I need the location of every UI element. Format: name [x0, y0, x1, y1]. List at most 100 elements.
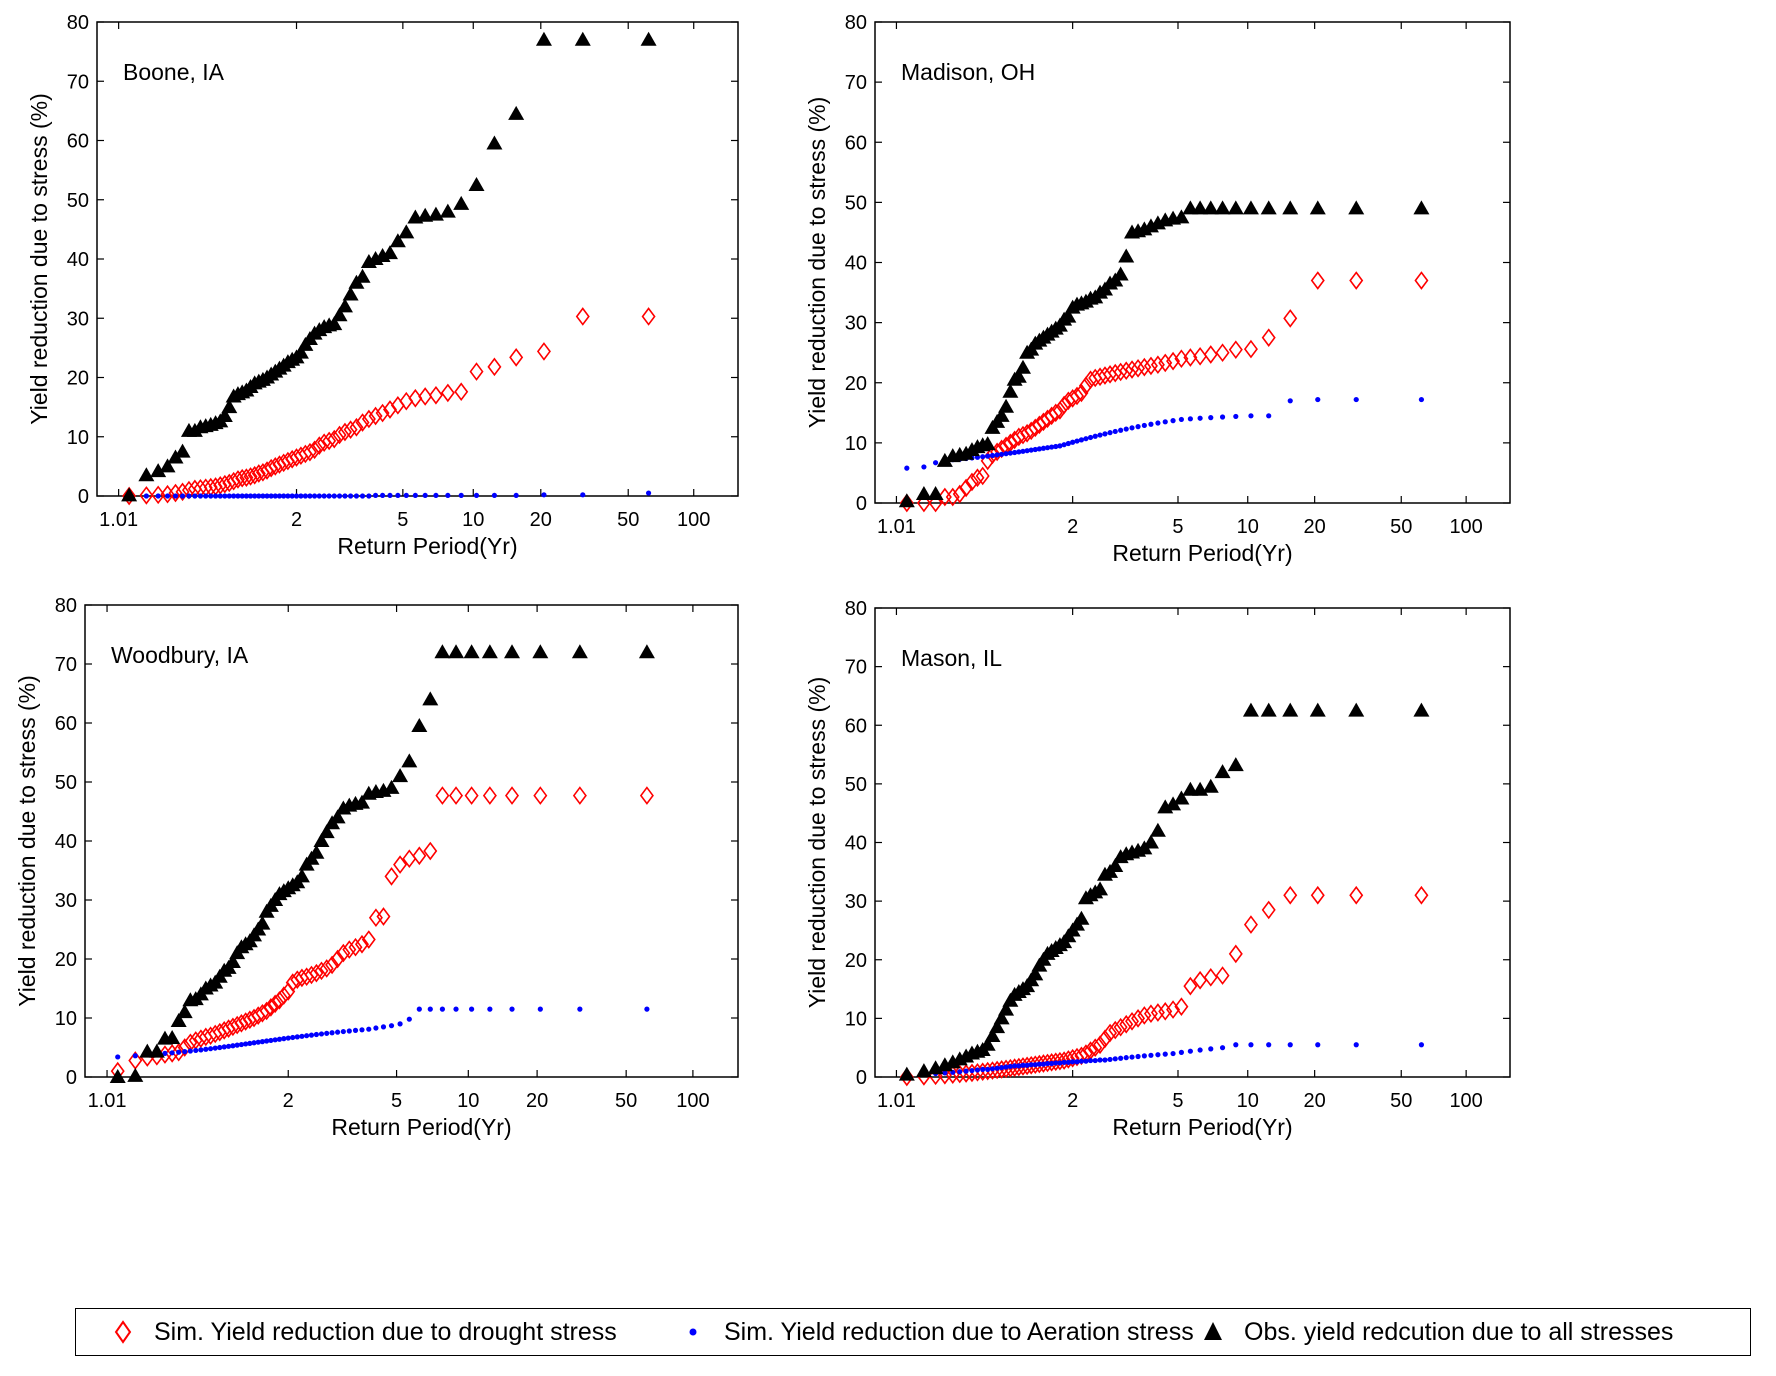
- point-drought: [1078, 376, 1093, 396]
- point-aeration: [1353, 1042, 1359, 1048]
- point-drought: [168, 483, 183, 503]
- point-aeration: [395, 492, 401, 499]
- point-aeration: [980, 454, 986, 460]
- series-observed: [121, 31, 657, 502]
- point-aeration: [994, 452, 1000, 458]
- point-drought: [304, 965, 319, 985]
- point-drought: [959, 478, 974, 498]
- site-label: Mason, IL: [901, 645, 1002, 671]
- point-aeration: [1187, 1048, 1193, 1054]
- y-axis-label: Yield reduction due to stress (%): [804, 97, 830, 429]
- point-aeration: [921, 464, 927, 470]
- point-observed: [434, 644, 451, 659]
- point-drought: [533, 786, 548, 805]
- point-observed: [993, 1010, 1010, 1025]
- point-aeration: [176, 1049, 182, 1055]
- point-observed: [993, 407, 1010, 422]
- series-drought: [899, 271, 1429, 513]
- y-tick-label: 0: [856, 493, 867, 515]
- point-aeration: [387, 492, 393, 499]
- legend-label-drought: Sim. Yield reduction due to drought stre…: [154, 1317, 617, 1346]
- x-tick-label: 2: [1067, 1090, 1078, 1112]
- point-aeration: [1053, 443, 1059, 450]
- point-drought: [355, 413, 370, 432]
- point-aeration: [1016, 1063, 1022, 1069]
- point-observed: [150, 463, 167, 478]
- point-observed: [638, 644, 655, 659]
- point-aeration: [427, 1006, 433, 1012]
- y-tick-label: 20: [845, 373, 867, 395]
- point-aeration: [433, 492, 439, 499]
- point-drought: [368, 406, 383, 426]
- point-drought: [312, 436, 327, 455]
- legend-triangle-icon: [1204, 1322, 1222, 1340]
- point-aeration: [1078, 1058, 1085, 1064]
- point-drought: [1137, 1006, 1152, 1025]
- point-drought: [916, 493, 931, 513]
- series-observed: [109, 644, 655, 1083]
- point-aeration: [1287, 1042, 1293, 1048]
- point-aeration: [1065, 1059, 1071, 1065]
- point-drought: [945, 487, 960, 507]
- y-tick-label: 50: [55, 772, 77, 794]
- x-tick-label: 100: [676, 1090, 709, 1112]
- point-observed: [174, 443, 191, 458]
- x-tick-label: 10: [462, 509, 484, 531]
- point-aeration: [252, 493, 258, 499]
- point-observed: [915, 485, 932, 500]
- point-aeration: [207, 1046, 214, 1052]
- point-aeration: [1061, 442, 1067, 448]
- point-aeration: [308, 1032, 315, 1038]
- y-axis-label: Yield reduction due to stress (%): [804, 677, 830, 1009]
- point-aeration: [1170, 1050, 1176, 1057]
- point-observed: [293, 868, 310, 883]
- point-aeration: [342, 493, 348, 499]
- y-tick-label: 80: [845, 598, 867, 620]
- point-aeration: [316, 493, 322, 499]
- point-drought: [177, 1038, 192, 1057]
- point-observed: [1002, 383, 1019, 398]
- point-observed: [159, 458, 176, 473]
- y-tick-label: 10: [67, 427, 89, 449]
- point-aeration: [1197, 1047, 1203, 1053]
- point-drought: [1093, 1035, 1108, 1055]
- y-tick-label: 0: [66, 1067, 77, 1089]
- point-aeration: [115, 1054, 121, 1060]
- point-aeration: [1135, 1053, 1141, 1060]
- point-drought: [251, 464, 266, 483]
- point-drought: [423, 841, 438, 861]
- point-drought: [165, 1044, 180, 1063]
- y-tick-label: 40: [55, 831, 77, 853]
- point-drought: [309, 963, 324, 983]
- point-aeration: [208, 493, 214, 499]
- point-drought: [975, 466, 990, 486]
- point-aeration: [969, 1067, 975, 1074]
- point-aeration: [143, 493, 149, 499]
- point-aeration: [285, 1035, 291, 1041]
- point-observed: [936, 452, 953, 467]
- point-aeration: [1315, 1042, 1321, 1048]
- point-observed: [453, 195, 470, 210]
- point-aeration: [537, 1006, 543, 1012]
- point-drought: [1119, 361, 1134, 381]
- point-drought: [487, 357, 502, 377]
- point-aeration: [932, 460, 939, 466]
- point-observed: [1173, 790, 1190, 805]
- point-aeration: [186, 493, 192, 499]
- point-drought: [1125, 360, 1140, 379]
- point-observed: [1348, 200, 1365, 215]
- point-drought: [336, 943, 351, 963]
- point-aeration: [999, 1065, 1005, 1071]
- point-aeration: [256, 493, 262, 499]
- y-tick-label: 80: [55, 595, 77, 617]
- point-drought: [272, 990, 287, 1010]
- point-drought: [1261, 900, 1276, 920]
- point-aeration: [397, 1021, 403, 1027]
- point-aeration: [217, 493, 223, 499]
- point-drought: [325, 955, 340, 975]
- plot-frame: [96, 21, 739, 497]
- point-observed: [1309, 200, 1326, 215]
- point-aeration: [1097, 432, 1103, 438]
- point-drought: [349, 417, 364, 437]
